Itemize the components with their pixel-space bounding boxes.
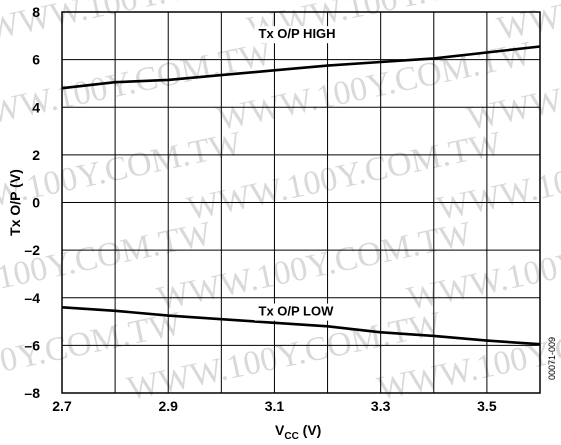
y-tick-label: 2	[32, 147, 40, 163]
watermark-layer: WWW.100Y.COM.TWWWW.100Y.COM.TWWWW.100Y.C…	[0, 0, 561, 408]
y-axis-ticks: –8 –6 –4 –2 0 2 4 6 8	[24, 4, 40, 401]
series-label-group: Tx O/P LOW	[254, 303, 373, 321]
y-tick-label: –6	[24, 337, 40, 353]
series-label: Tx O/P LOW	[259, 304, 335, 319]
y-tick-label: –2	[24, 242, 40, 258]
x-tick-label: 3.1	[265, 398, 285, 414]
series-line-tx-op-low	[61, 306, 541, 346]
y-axis-label: Tx O/P (V)	[7, 169, 23, 236]
x-axis-ticks: 2.7 2.9 3.1 3.3 3.5	[52, 398, 497, 414]
plot-frame	[61, 11, 541, 394]
series-labels: Tx O/P HIGH Tx O/P LOW	[254, 26, 373, 321]
series-label: Tx O/P HIGH	[259, 26, 336, 41]
y-tick-label: 4	[32, 99, 40, 115]
figure-id: 00071-009	[547, 337, 557, 380]
x-axis-label-subscript: CC	[284, 431, 298, 442]
series-label-background	[254, 26, 373, 44]
x-tick-label: 2.9	[158, 398, 178, 414]
x-tick-label: 3.3	[371, 398, 391, 414]
x-tick-label: 2.7	[52, 398, 72, 414]
series-label-background	[254, 303, 373, 321]
series-line-tx-op-high	[61, 45, 541, 90]
x-axis-label: VCC (V)	[275, 422, 321, 442]
y-tick-label: 0	[32, 195, 40, 211]
series-label-group: Tx O/P HIGH	[254, 26, 373, 44]
y-tick-label: –8	[24, 385, 40, 401]
x-axis-label-main: V	[275, 422, 285, 438]
x-tick-label: 3.5	[477, 398, 497, 414]
y-tick-label: 6	[32, 52, 40, 68]
series-layer	[61, 45, 541, 346]
x-axis-label-unit: (V)	[299, 422, 322, 438]
y-tick-label: 8	[32, 4, 40, 20]
y-tick-label: –4	[24, 290, 40, 306]
